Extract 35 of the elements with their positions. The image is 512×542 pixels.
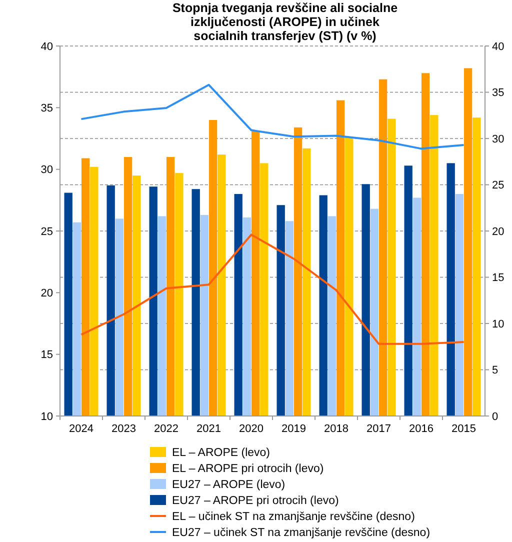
x-tick-label: 2021 bbox=[196, 423, 221, 435]
x-tick-label: 2017 bbox=[366, 423, 391, 435]
line-series bbox=[80, 234, 465, 345]
y-tick-label: 35 bbox=[40, 102, 53, 115]
legend-label: EU27 – AROPE (levo) bbox=[172, 479, 286, 492]
y2-tick-label: 10 bbox=[492, 318, 504, 330]
legend-label: EL – AROPE pri otrocih (levo) bbox=[172, 463, 324, 476]
y2-tick-label: 30 bbox=[492, 133, 504, 146]
x-tick-label: 2022 bbox=[154, 423, 178, 435]
x-tick-label: 2020 bbox=[239, 423, 264, 435]
y-tick-label: 15 bbox=[40, 349, 53, 362]
y-tick-label: 25 bbox=[40, 226, 53, 238]
y2-tick-label: 25 bbox=[492, 180, 504, 192]
x-tick-label: 2018 bbox=[324, 423, 348, 435]
y2-tick-label: 40 bbox=[492, 40, 504, 53]
y-tick-label: 30 bbox=[40, 164, 53, 176]
x-tick-label: 2015 bbox=[452, 423, 476, 435]
y2-tick-label: 20 bbox=[492, 226, 504, 238]
legend-label: EU27 – učinek ST na zmanjšanje revščine (desno) bbox=[172, 527, 430, 540]
y2-tick-label: 0 bbox=[492, 410, 498, 423]
x-tick-label: 2016 bbox=[409, 423, 434, 435]
chart-title: Stopnja tveganja revščine ali socialne izključenosti (AROPE) in učinek socialnih transferjev (ST) (v %) bbox=[172, 1, 398, 43]
x-tick-label: 2023 bbox=[112, 423, 136, 435]
legend-label: EL – učinek ST na zmanjšanje revščine (desno) bbox=[172, 511, 416, 524]
y2-tick-label: 5 bbox=[492, 364, 498, 377]
y-tick-label: 20 bbox=[40, 288, 53, 300]
legend-label: EL – AROPE (levo) bbox=[172, 447, 270, 460]
legend-label: EU27 – AROPE pri otrocih (levo) bbox=[172, 495, 339, 508]
x-tick-label: 2019 bbox=[282, 423, 306, 435]
line-series bbox=[80, 84, 465, 150]
y2-tick-label: 15 bbox=[492, 272, 504, 284]
y-tick-label: 40 bbox=[40, 40, 53, 53]
y-tick-label: 10 bbox=[40, 410, 53, 423]
x-tick-label: 2024 bbox=[69, 423, 94, 435]
y2-tick-label: 35 bbox=[492, 87, 504, 100]
